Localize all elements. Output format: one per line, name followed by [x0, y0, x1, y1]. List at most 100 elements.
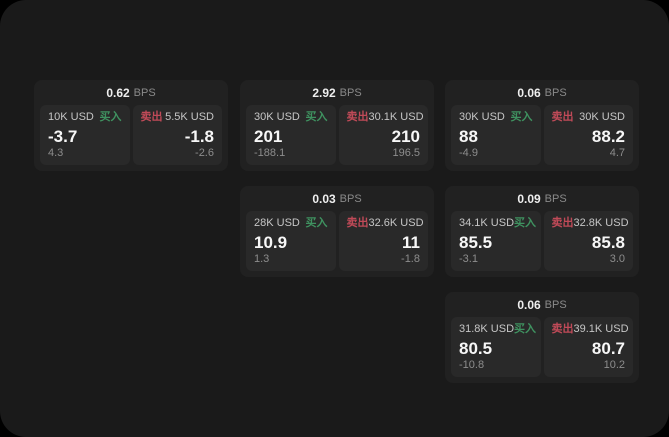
bps-unit-label: BPS	[339, 192, 362, 205]
buy-panel-top-row: 34.1K USD 买入	[459, 217, 536, 230]
buy-panel[interactable]: 28K USD 买入 10.9 1.3	[246, 211, 336, 271]
sell-price-value: -1.8	[184, 127, 214, 146]
sell-panel-top-row: 卖出 32.8K USD	[551, 217, 629, 230]
sell-price-value: 88.2	[591, 127, 625, 146]
buy-panel[interactable]: 30K USD 买入 88 -4.9	[451, 105, 541, 165]
sell-price-value: 210	[391, 127, 420, 146]
sell-amount: 39.1K USD	[573, 323, 629, 335]
buy-panel[interactable]: 34.1K USD 买入 85.5 -3.1	[451, 211, 541, 271]
sell-panel-top-row: 卖出 32.6K USD	[346, 217, 424, 230]
buy-price-value: -3.7	[48, 127, 78, 146]
buy-side-label: 买入	[99, 111, 122, 123]
quote-panels: 28K USD 买入 10.9 1.3 卖出 32.6K USD 11 -1.8	[240, 211, 434, 277]
buy-side-label: 买入	[305, 217, 328, 229]
bps-value: 2.92	[312, 85, 336, 100]
buy-amount: 30K USD	[459, 111, 505, 123]
sell-panel[interactable]: 卖出 30K USD 88.2 4.7	[543, 105, 633, 165]
sell-side-label: 卖出	[551, 217, 574, 229]
bps-value: 0.09	[517, 191, 541, 206]
sell-panel[interactable]: 卖出 30.1K USD 210 196.5	[338, 105, 428, 165]
sell-amount: 32.6K USD	[368, 217, 424, 229]
sell-sub-value: 3.0	[609, 253, 625, 265]
bps-header: 0.09 BPS	[445, 186, 639, 211]
card-column-3: 0.06 BPS 30K USD 买入 88 -4.9 卖出 30K USD 8…	[445, 80, 639, 383]
buy-panel[interactable]: 30K USD 买入 201 -188.1	[246, 105, 336, 165]
buy-price-value: 85.5	[459, 233, 493, 252]
quote-card: 2.92 BPS 30K USD 买入 201 -188.1 卖出 30.1K …	[240, 80, 434, 171]
quote-panels: 30K USD 买入 88 -4.9 卖出 30K USD 88.2 4.7	[445, 105, 639, 171]
quote-panels: 31.8K USD 买入 80.5 -10.8 卖出 39.1K USD 80.…	[445, 317, 639, 383]
quote-panels: 30K USD 买入 201 -188.1 卖出 30.1K USD 210 1…	[240, 105, 434, 171]
bps-header: 2.92 BPS	[240, 80, 434, 105]
bps-unit-label: BPS	[544, 298, 567, 311]
sell-panel[interactable]: 卖出 32.6K USD 11 -1.8	[338, 211, 428, 271]
buy-sub-value: 1.3	[254, 253, 270, 265]
quote-card: 0.06 BPS 31.8K USD 买入 80.5 -10.8 卖出 39.1…	[445, 292, 639, 383]
bps-unit-label: BPS	[339, 86, 362, 99]
sell-price-value: 80.7	[591, 339, 625, 358]
sell-amount: 5.5K USD	[165, 111, 214, 123]
buy-panel-top-row: 10K USD 买入	[48, 111, 122, 124]
sell-side-label: 卖出	[346, 111, 369, 123]
buy-panel-top-row: 31.8K USD 买入	[459, 323, 537, 336]
sell-sub-value: 10.2	[603, 359, 625, 371]
buy-price-value: 88	[459, 127, 478, 146]
sell-sub-value: 4.7	[609, 147, 625, 159]
buy-sub-value: -188.1	[254, 147, 286, 159]
sell-price-value: 85.8	[591, 233, 625, 252]
bps-value: 0.06	[517, 297, 541, 312]
buy-side-label: 买入	[514, 323, 537, 335]
buy-price-value: 80.5	[459, 339, 493, 358]
bps-unit-label: BPS	[544, 86, 567, 99]
bps-header: 0.06 BPS	[445, 292, 639, 317]
sell-panel[interactable]: 卖出 39.1K USD 80.7 10.2	[543, 317, 633, 377]
buy-amount: 31.8K USD	[459, 323, 515, 335]
sell-amount: 30K USD	[579, 111, 625, 123]
bps-header: 0.62 BPS	[34, 80, 228, 105]
buy-amount: 30K USD	[254, 111, 300, 123]
sell-panel-top-row: 卖出 39.1K USD	[551, 323, 629, 336]
bps-value: 0.03	[312, 191, 336, 206]
quote-card: 0.06 BPS 30K USD 买入 88 -4.9 卖出 30K USD 8…	[445, 80, 639, 171]
sell-price-value: 11	[402, 233, 420, 252]
sell-panel-top-row: 卖出 5.5K USD	[141, 111, 215, 124]
buy-amount: 34.1K USD	[459, 217, 515, 229]
sell-sub-value: -1.8	[401, 253, 420, 265]
sell-side-label: 卖出	[551, 111, 574, 123]
sell-side-label: 卖出	[346, 217, 369, 229]
buy-panel[interactable]: 10K USD 买入 -3.7 4.3	[40, 105, 130, 165]
quote-card: 0.62 BPS 10K USD 买入 -3.7 4.3 卖出 5.5K USD…	[34, 80, 228, 171]
bps-unit-label: BPS	[133, 86, 156, 99]
buy-amount: 28K USD	[254, 217, 300, 229]
bps-header: 0.06 BPS	[445, 80, 639, 105]
buy-sub-value: -3.1	[459, 253, 478, 265]
sell-amount: 32.8K USD	[573, 217, 629, 229]
sell-panel[interactable]: 卖出 5.5K USD -1.8 -2.6	[132, 105, 222, 165]
bps-value: 0.06	[517, 85, 541, 100]
sell-sub-value: -2.6	[195, 147, 214, 159]
sell-side-label: 卖出	[551, 323, 574, 335]
quote-panels: 34.1K USD 买入 85.5 -3.1 卖出 32.8K USD 85.8…	[445, 211, 639, 277]
buy-panel-top-row: 30K USD 买入	[459, 111, 533, 124]
sell-panel[interactable]: 卖出 32.8K USD 85.8 3.0	[543, 211, 633, 271]
buy-sub-value: -4.9	[459, 147, 478, 159]
buy-sub-value: 4.3	[48, 147, 64, 159]
buy-amount: 10K USD	[48, 111, 94, 123]
bps-unit-label: BPS	[544, 192, 567, 205]
sell-amount: 30.1K USD	[368, 111, 424, 123]
card-column-2: 2.92 BPS 30K USD 买入 201 -188.1 卖出 30.1K …	[240, 80, 434, 277]
buy-price-value: 10.9	[254, 233, 288, 252]
buy-side-label: 买入	[305, 111, 328, 123]
quote-card: 0.09 BPS 34.1K USD 买入 85.5 -3.1 卖出 32.8K…	[445, 186, 639, 277]
sell-panel-top-row: 卖出 30.1K USD	[346, 111, 424, 124]
buy-panel-top-row: 28K USD 买入	[254, 217, 328, 230]
buy-side-label: 买入	[510, 111, 533, 123]
buy-sub-value: -10.8	[459, 359, 485, 371]
bps-value: 0.62	[106, 85, 130, 100]
buy-panel[interactable]: 31.8K USD 买入 80.5 -10.8	[451, 317, 541, 377]
buy-panel-top-row: 30K USD 买入	[254, 111, 328, 124]
quote-panels: 10K USD 买入 -3.7 4.3 卖出 5.5K USD -1.8 -2.…	[34, 105, 228, 171]
buy-price-value: 201	[254, 127, 283, 146]
sell-sub-value: 196.5	[392, 147, 420, 159]
